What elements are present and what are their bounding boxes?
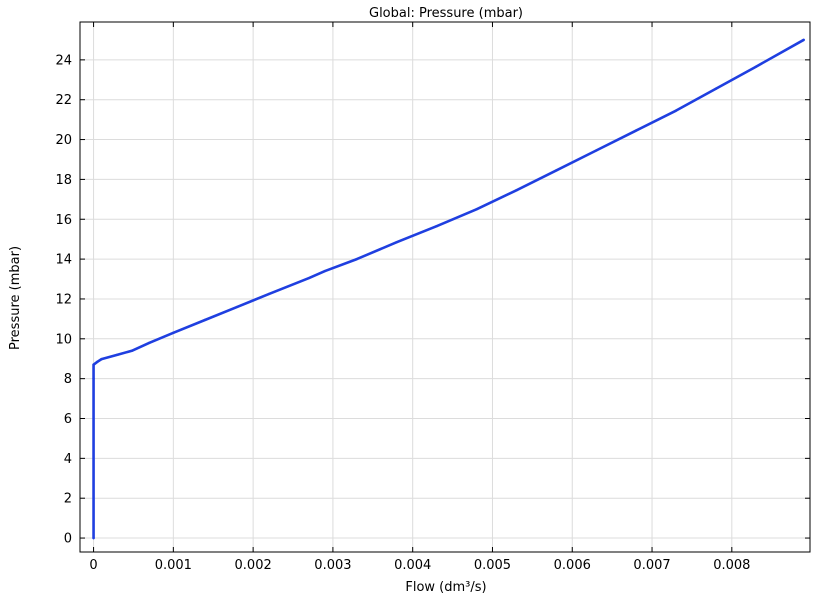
data-point bbox=[435, 225, 438, 228]
x-tick-label: 0 bbox=[89, 558, 97, 573]
data-point bbox=[714, 87, 718, 90]
x-tick-label: 0.001 bbox=[155, 558, 192, 573]
data-point bbox=[323, 269, 327, 273]
series-layer bbox=[92, 38, 805, 540]
data-point bbox=[634, 129, 638, 132]
y-tick-label: 4 bbox=[64, 452, 72, 467]
x-tick-label: 0.006 bbox=[554, 558, 591, 573]
data-point bbox=[555, 169, 558, 172]
data-point bbox=[92, 377, 95, 380]
y-tick-label: 10 bbox=[55, 332, 72, 347]
data-point bbox=[267, 292, 271, 296]
data-point bbox=[100, 357, 103, 361]
pressure-line bbox=[92, 38, 805, 540]
x-tick-label: 0.004 bbox=[394, 558, 431, 573]
x-tick-label: 0.007 bbox=[633, 558, 670, 573]
data-point bbox=[754, 65, 757, 69]
data-point bbox=[674, 109, 678, 112]
chart-title: Global: Pressure (mbar) bbox=[369, 6, 523, 21]
x-tick-label: 0.002 bbox=[235, 558, 272, 573]
data-point bbox=[130, 349, 134, 352]
data-point bbox=[92, 363, 95, 366]
y-gridlines bbox=[80, 59, 810, 539]
data-point bbox=[172, 331, 175, 335]
data-point bbox=[355, 257, 359, 261]
data-point bbox=[395, 240, 398, 244]
y-tick-label: 24 bbox=[55, 53, 72, 68]
y-tick-label: 14 bbox=[55, 253, 72, 268]
y-tick-label: 6 bbox=[64, 412, 72, 427]
y-tick-label: 8 bbox=[64, 372, 72, 387]
y-tick-label: 22 bbox=[55, 93, 72, 108]
y-tick-label: 16 bbox=[55, 213, 72, 228]
data-point bbox=[96, 360, 99, 363]
y-tick-label: 0 bbox=[64, 532, 72, 547]
data-point bbox=[92, 536, 95, 540]
y-axis-label: Pressure (mbar) bbox=[8, 246, 23, 350]
data-point bbox=[475, 208, 478, 211]
y-tick-label: 18 bbox=[55, 173, 72, 188]
data-point bbox=[116, 353, 119, 356]
x-tick-label: 0.005 bbox=[474, 558, 511, 573]
data-point bbox=[307, 276, 311, 280]
data-point bbox=[148, 341, 151, 344]
x-tick-label: 0.003 bbox=[314, 558, 351, 573]
data-point bbox=[802, 38, 805, 42]
x-tick-label: 0.008 bbox=[713, 558, 750, 573]
y-tick-label: 2 bbox=[64, 492, 72, 507]
data-point bbox=[515, 189, 518, 192]
y-tick-label: 20 bbox=[55, 133, 72, 148]
plot-frame bbox=[79, 21, 811, 553]
data-point bbox=[594, 149, 598, 152]
x-axis-label: Flow (dm³/s) bbox=[405, 580, 486, 595]
x-axis-ticks: 0 0.001 0.002 0.003 0.004 0.005 0.006 0.007 0.00… bbox=[89, 22, 750, 573]
data-point bbox=[235, 305, 239, 309]
x-gridlines bbox=[93, 22, 733, 552]
y-tick-label: 12 bbox=[55, 292, 72, 307]
data-point bbox=[204, 318, 207, 322]
